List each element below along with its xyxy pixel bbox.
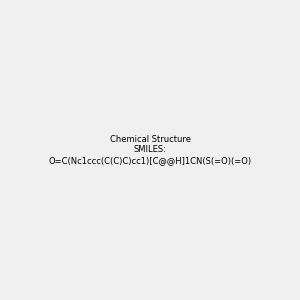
Text: Chemical Structure
SMILES:
O=C(Nc1ccc(C(C)C)cc1)[C@@H]1CN(S(=O)(=O): Chemical Structure SMILES: O=C(Nc1ccc(C(…: [48, 135, 252, 165]
